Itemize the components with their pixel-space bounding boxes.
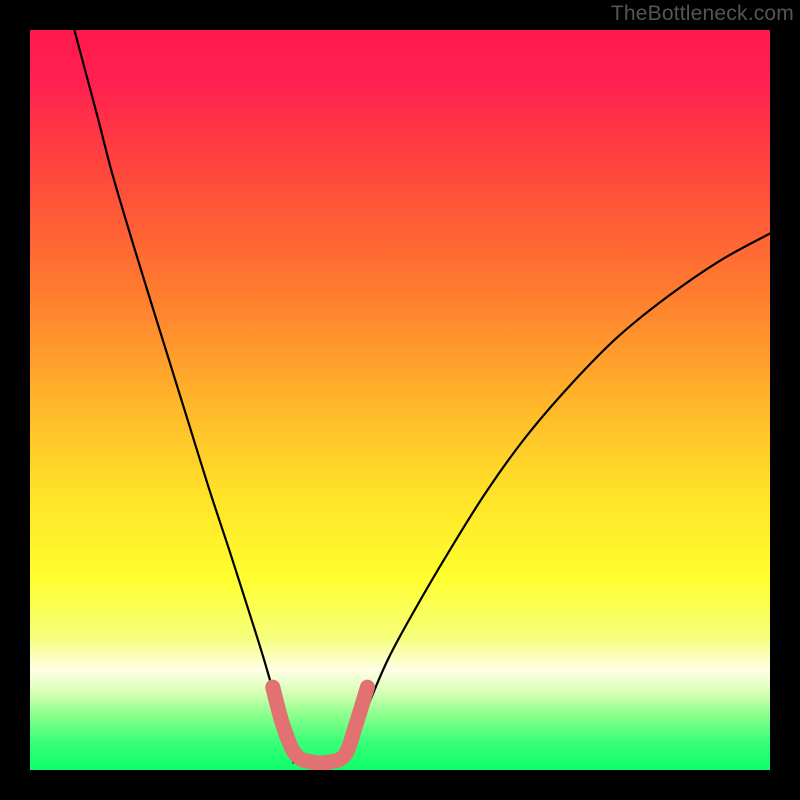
valley-end-dot xyxy=(266,680,280,694)
bottleneck-chart-svg xyxy=(30,30,770,770)
watermark-text: TheBottleneck.com xyxy=(611,2,794,26)
chart-frame: TheBottleneck.com xyxy=(0,0,800,800)
plot-area xyxy=(30,30,770,770)
valley-end-dot xyxy=(360,680,374,694)
chart-background xyxy=(30,30,770,770)
